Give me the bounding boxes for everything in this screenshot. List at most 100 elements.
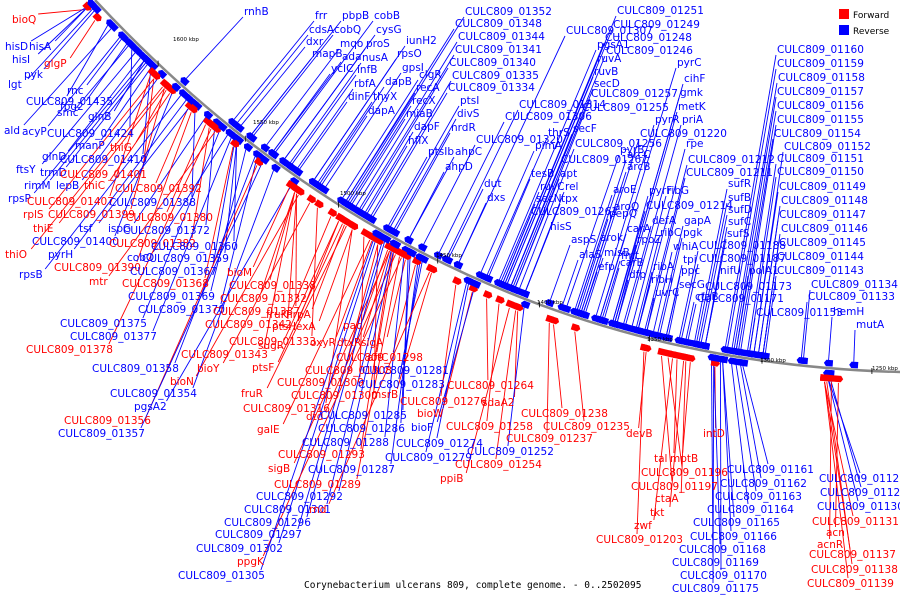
legend-label-forward: Forward — [853, 11, 889, 21]
gene-label: sugR — [258, 340, 284, 352]
leader-line — [727, 68, 777, 348]
gene-feature-arrow — [520, 289, 530, 299]
leader-line — [644, 164, 688, 330]
leader-line — [108, 131, 216, 277]
gene-feature-arrow — [229, 131, 239, 141]
gene-label: aroE — [613, 184, 637, 196]
gene-label: proS — [366, 38, 390, 50]
gene-label: CULC809_01306 — [505, 111, 592, 123]
gene-label: CULC809_01356 — [64, 415, 151, 427]
genome-backbone — [94, 0, 900, 374]
gene-label: CULC809_01165 — [693, 517, 780, 529]
leader-line — [140, 161, 263, 429]
gene-label: rnhB — [244, 6, 269, 18]
gene-label: CULC809_01156 — [777, 100, 864, 112]
leader-line — [661, 355, 673, 482]
leader-line — [233, 20, 315, 120]
feature-tracks — [82, 0, 859, 383]
leader-line — [623, 225, 652, 324]
leader-line — [349, 105, 412, 203]
gene-label: CULC809_01139 — [807, 578, 894, 590]
leader-line — [342, 79, 419, 199]
gene-label: dinF — [348, 91, 370, 103]
leader-line — [346, 28, 455, 201]
gene-label: rpe — [686, 138, 703, 150]
leader-line — [738, 138, 774, 349]
gene-label: CULC809_01410 — [60, 154, 147, 166]
gene-label: CULC809_01399 — [48, 209, 135, 221]
gene-label: dapA — [368, 105, 396, 117]
leader-line — [436, 286, 476, 423]
leader-line — [338, 246, 395, 492]
leader-line — [546, 322, 550, 434]
leader-line — [351, 118, 406, 205]
leader-line — [306, 241, 386, 518]
leader-line — [638, 284, 651, 328]
leader-line — [440, 284, 457, 397]
gene-label: ppgK — [237, 556, 265, 568]
gene-label: CULC809_01212 — [688, 154, 775, 166]
gene-label: dapF — [414, 121, 440, 133]
tick-marks: 1600 kbp 1550 kbp 1500 kbp 1450 kbp 1400 kbp… — [157, 37, 898, 374]
gene-label: ald — [4, 125, 20, 137]
gene-label: fruK — [266, 309, 289, 321]
gene-label: clgR — [419, 69, 442, 81]
leader-line — [500, 191, 540, 281]
gene-label: carB — [620, 257, 644, 269]
leader-line — [390, 105, 460, 227]
gene-label: hemH — [833, 306, 864, 318]
gene-feature-arrow — [360, 228, 370, 237]
gene-feature-arrow — [151, 70, 161, 80]
gene-label: CULC809_01335 — [452, 70, 539, 82]
gene-label: CULC809_01261 — [531, 206, 618, 218]
gene-label: acnR — [817, 539, 843, 551]
leader-line — [425, 282, 467, 453]
gene-label: thiG — [110, 142, 132, 154]
leader-line — [299, 101, 348, 170]
leader-line — [49, 62, 147, 181]
gene-label: nrdR — [451, 122, 476, 134]
gene-label: CULC809_01255 — [582, 102, 669, 114]
gene-label: CULC809_01251 — [617, 5, 704, 17]
gene-label: arok — [600, 232, 624, 244]
leader-line — [253, 34, 334, 136]
gene-feature-arrow — [483, 274, 494, 284]
gene-feature-arrow — [683, 338, 693, 347]
gene-label: ada — [342, 51, 362, 63]
leader-line — [486, 137, 548, 275]
gene-label: rpsP — [8, 193, 31, 205]
gene-label: pyrR — [655, 114, 680, 126]
leader-line — [687, 303, 697, 340]
gene-feature-arrow — [823, 359, 834, 367]
leader-line — [764, 275, 777, 354]
gene-label: hisS — [550, 221, 572, 233]
gene-feature-arrow — [452, 276, 462, 285]
gene-label: CULC809_01157 — [777, 86, 864, 98]
gene-label: hisI — [12, 54, 30, 66]
leader-line — [273, 73, 331, 151]
leader-line — [829, 376, 862, 488]
leader-line — [291, 216, 332, 310]
leader-line — [360, 252, 392, 450]
leader-line — [731, 363, 749, 505]
leader-line — [698, 202, 728, 342]
leader-line — [260, 192, 296, 294]
gene-label: bioN — [170, 376, 194, 388]
leader-line — [705, 275, 720, 343]
gene-feature-arrow — [356, 208, 366, 218]
gene-feature-arrow — [118, 31, 128, 41]
gene-feature-arrow — [253, 156, 264, 166]
leader-line — [400, 255, 411, 424]
leader-line — [328, 271, 430, 505]
leader-line — [604, 267, 620, 319]
gene-label: CULC809_01298 — [336, 352, 423, 364]
gene-label: CULC809_01175 — [672, 583, 759, 595]
leader-line — [362, 249, 389, 321]
gene-label: tal — [654, 453, 667, 465]
gene-label: recA — [416, 82, 440, 94]
gene-label: cihF — [684, 73, 705, 85]
leader-line — [719, 361, 722, 571]
gene-label: manP — [75, 140, 105, 152]
leader-line — [47, 37, 121, 127]
gene-label: trmD — [40, 167, 67, 179]
